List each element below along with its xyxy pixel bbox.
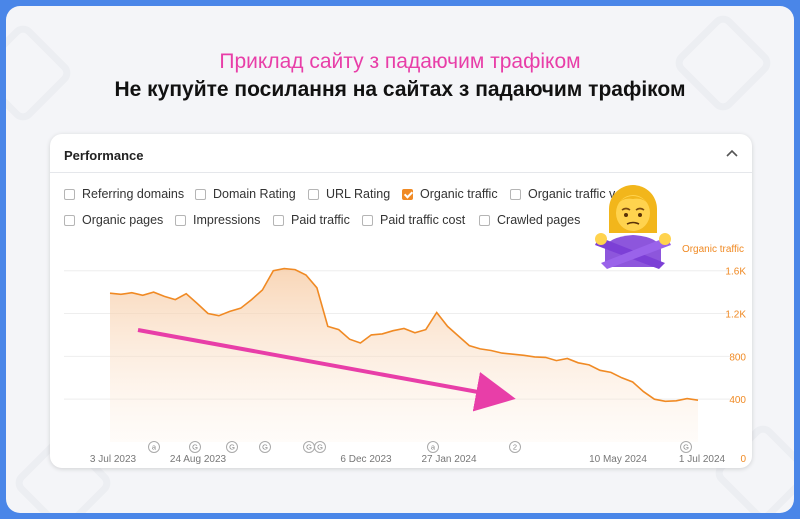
svg-text:a: a <box>152 443 157 452</box>
checkbox[interactable] <box>308 188 319 200</box>
chevron-up-icon[interactable] <box>724 146 740 162</box>
card-divider <box>50 172 752 173</box>
x-tick-label: 3 Jul 2023 <box>90 454 137 465</box>
svg-text:G: G <box>683 443 689 452</box>
metric-impressions[interactable]: Impressions <box>175 213 260 227</box>
y-tick-label: 1.2K <box>725 310 746 321</box>
checkbox[interactable] <box>273 214 284 226</box>
checkbox[interactable] <box>175 214 186 226</box>
person-gesturing-no-icon <box>595 185 671 269</box>
metric-organic-traffic[interactable]: Organic traffic <box>402 187 498 201</box>
svg-text:2: 2 <box>513 443 517 452</box>
y-tick-label: 400 <box>729 395 746 406</box>
metric-crawled-pages[interactable]: Crawled pages <box>479 213 580 227</box>
y-tick-label: 1.6K <box>725 267 746 278</box>
traffic-line <box>109 267 699 403</box>
annotation-marker[interactable]: a <box>148 441 160 453</box>
svg-text:G: G <box>262 443 268 452</box>
x-tick-label: 10 May 2024 <box>589 454 647 465</box>
metric-paid-traffic-cost[interactable]: Paid traffic cost <box>362 213 465 227</box>
annotation-marker[interactable]: G <box>259 441 271 453</box>
svg-text:a: a <box>431 443 436 452</box>
metric-label: Organic traffic v <box>528 187 616 201</box>
x-tick-label: 24 Aug 2023 <box>170 454 227 465</box>
metric-label: Crawled pages <box>497 213 581 227</box>
annotation-marker[interactable]: G <box>303 441 315 453</box>
annotation-marker[interactable]: G <box>314 441 326 453</box>
metric-label: Paid traffic cost <box>380 213 466 227</box>
metric-organic-pages[interactable]: Organic pages <box>64 213 163 227</box>
metric-label: Impressions <box>193 213 261 227</box>
metric-organic-traffic-value[interactable]: Organic traffic v <box>510 187 615 201</box>
downtrend-arrow <box>137 328 516 412</box>
y-tick-label: 800 <box>729 352 746 363</box>
metric-label: Organic traffic <box>420 187 498 201</box>
x-tick-label: 1 Jul 2024 <box>679 454 726 465</box>
metric-label: Organic pages <box>82 213 164 227</box>
x-tick-label: 6 Dec 2023 <box>340 454 392 465</box>
svg-text:G: G <box>192 443 198 452</box>
checkbox[interactable] <box>64 188 75 200</box>
y-tick-label: 0 <box>740 454 746 465</box>
metric-url-rating[interactable]: URL Rating <box>308 187 390 201</box>
page-subtitle: Приклад сайту з падаючим трафіком <box>219 50 581 73</box>
checkbox-checked[interactable] <box>402 188 413 200</box>
checkbox[interactable] <box>362 214 373 226</box>
checkbox[interactable] <box>195 188 206 200</box>
metric-label: URL Rating <box>326 187 391 201</box>
checkbox[interactable] <box>510 188 521 200</box>
annotation-marker[interactable]: G <box>189 441 201 453</box>
traffic-chart[interactable]: 1.6K 1.2K 800 400 0 3 Jul 2023 24 Aug 2023 6 D… <box>50 134 752 468</box>
page-title: Не купуйте посилання на сайтах з падаючи… <box>114 78 686 101</box>
frame: Приклад сайту з падаючим трафіком Не куп… <box>6 6 794 513</box>
svg-text:G: G <box>229 443 235 452</box>
metric-label: Domain Rating <box>213 187 296 201</box>
metric-label: Referring domains <box>82 187 185 201</box>
metric-referring-domains[interactable]: Referring domains <box>64 187 184 201</box>
metric-label: Paid traffic <box>291 213 350 227</box>
checkbox[interactable] <box>479 214 490 226</box>
annotation-marker[interactable]: a <box>427 441 439 453</box>
annotation-marker[interactable]: G <box>226 441 238 453</box>
annotation-marker[interactable]: 2 <box>509 441 521 453</box>
svg-text:G: G <box>317 443 323 452</box>
performance-card: Performance Referring domains Domain Rat… <box>50 134 752 468</box>
traffic-area <box>110 268 698 442</box>
card-title: Performance <box>64 148 144 163</box>
metric-domain-rating[interactable]: Domain Rating <box>195 187 296 201</box>
checkbox[interactable] <box>64 214 75 226</box>
chart-legend: Organic traffic <box>681 244 744 255</box>
x-tick-label: 27 Jan 2024 <box>421 454 476 465</box>
metric-paid-traffic[interactable]: Paid traffic <box>273 213 350 227</box>
annotation-marker[interactable]: G <box>680 441 692 453</box>
svg-text:G: G <box>306 443 312 452</box>
